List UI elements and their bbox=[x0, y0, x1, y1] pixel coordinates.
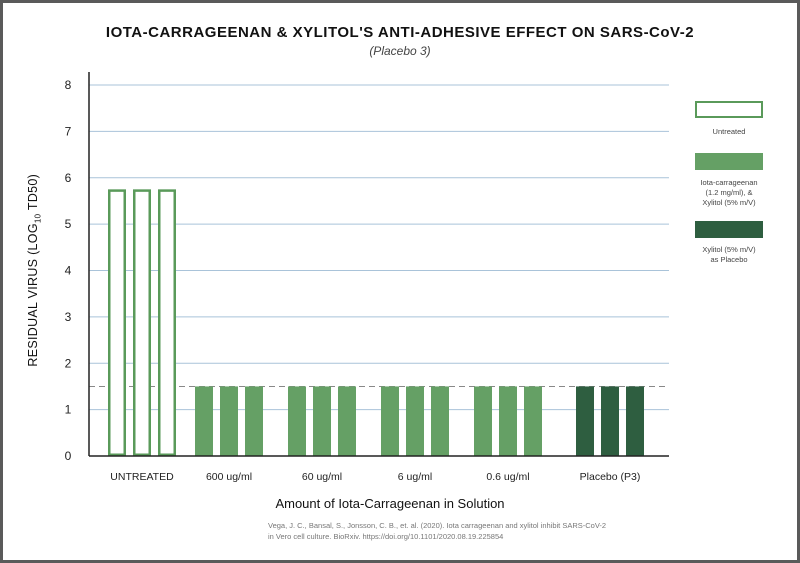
bar bbox=[338, 386, 356, 456]
y-tick-label: 4 bbox=[65, 264, 72, 278]
citation: Vega, J. C., Bansal, S., Jonsson, C. B.,… bbox=[268, 520, 628, 542]
legend-label-iota-xylitol: Iota-carrageenan (1.2 mg/ml), & Xylitol … bbox=[680, 178, 778, 208]
bar bbox=[601, 386, 619, 456]
legend-swatch-iota-xylitol bbox=[695, 153, 763, 170]
y-tick-label: 6 bbox=[65, 171, 72, 185]
bar bbox=[524, 386, 542, 456]
x-tick-label: 60 ug/ml bbox=[302, 471, 342, 483]
legend-swatch-xylitol-placebo bbox=[695, 221, 763, 238]
y-tick-label: 7 bbox=[65, 124, 72, 138]
citation-line-1: Vega, J. C., Bansal, S., Jonsson, C. B.,… bbox=[268, 521, 607, 530]
x-tick-label: 600 ug/ml bbox=[206, 471, 252, 483]
chart-title: IOTA-CARRAGEENAN & XYLITOL'S ANTI-ADHESI… bbox=[105, 24, 695, 41]
legend-swatch-untreated bbox=[695, 101, 763, 118]
bar bbox=[431, 386, 449, 456]
bar bbox=[576, 386, 594, 456]
bar bbox=[313, 386, 331, 456]
x-tick-labels: UNTREATED 600 ug/ml 60 ug/ml 6 ug/ml 0.6 ug/… bbox=[110, 471, 640, 483]
legend-label-iota-xylitol-line-3: Xylitol (5% m/V) bbox=[702, 198, 756, 207]
citation-line-2: in Vero cell culture. BioRxiv. https://d… bbox=[268, 532, 504, 541]
grid-lines bbox=[89, 84, 669, 411]
x-tick-label: 0.6 ug/ml bbox=[486, 471, 529, 483]
bar bbox=[626, 386, 644, 456]
y-tick-label: 0 bbox=[65, 449, 72, 463]
legend-label-iota-xylitol-line-1: Iota-carrageenan bbox=[700, 178, 758, 187]
legend-label-xylitol-placebo-line-1: Xylitol (5% m/V) bbox=[702, 245, 756, 254]
bar bbox=[158, 189, 176, 456]
legend-label-xylitol-placebo-line-2: as Placebo bbox=[710, 255, 748, 264]
legend-label-iota-xylitol-line-2: (1.2 mg/ml), & bbox=[705, 188, 753, 197]
y-tick-labels: 0 1 2 3 4 5 6 7 8 bbox=[65, 78, 72, 463]
y-tick-label: 2 bbox=[65, 356, 72, 370]
y-tick-label: 8 bbox=[65, 78, 72, 92]
x-axis-label: Amount of Iota-Carrageenan in Solution bbox=[275, 496, 505, 511]
bar bbox=[406, 386, 424, 456]
y-tick-label: 1 bbox=[65, 403, 72, 417]
bar bbox=[133, 189, 151, 456]
chart-subtitle: (Placebo 3) bbox=[369, 44, 431, 58]
bar bbox=[195, 386, 213, 456]
x-tick-label: 6 ug/ml bbox=[398, 471, 432, 483]
bar bbox=[499, 386, 517, 456]
legend-label-untreated-line: Untreated bbox=[712, 127, 746, 136]
bar bbox=[220, 386, 238, 456]
bar bbox=[288, 386, 306, 456]
bar bbox=[245, 386, 263, 456]
y-tick-label: 3 bbox=[65, 310, 72, 324]
legend-label-xylitol-placebo: Xylitol (5% m/V) as Placebo bbox=[680, 245, 778, 265]
bars bbox=[108, 189, 644, 456]
x-tick-label: Placebo (P3) bbox=[580, 471, 641, 483]
y-tick-label: 5 bbox=[65, 217, 72, 231]
bar bbox=[108, 189, 126, 456]
bar bbox=[474, 386, 492, 456]
bar bbox=[381, 386, 399, 456]
x-tick-label: UNTREATED bbox=[110, 471, 174, 483]
legend-label-untreated: Untreated bbox=[680, 127, 778, 137]
